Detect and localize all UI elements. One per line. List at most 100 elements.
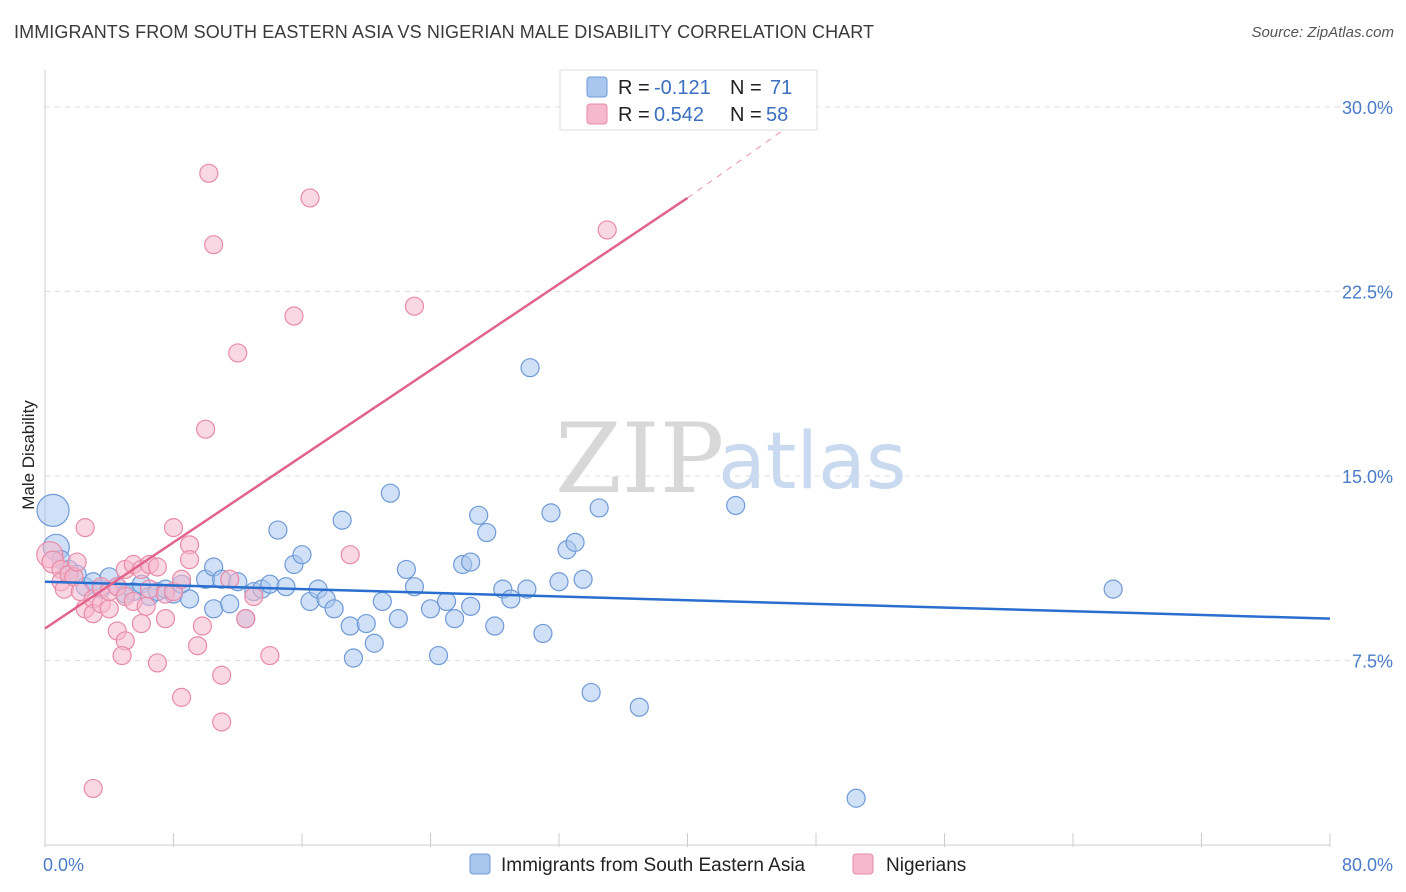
watermark-atlas: atlas (718, 417, 907, 507)
point-blue (420, 599, 441, 619)
grid-lines (45, 106, 1392, 661)
point-blue (533, 623, 553, 644)
point-blue (501, 589, 521, 609)
point-pink (187, 636, 208, 656)
point-blue (517, 579, 537, 599)
point-blue (292, 545, 312, 565)
point-blue (343, 648, 363, 668)
point-blue (520, 358, 540, 378)
x-tick-label: 80.0% (1342, 855, 1393, 875)
point-blue (428, 645, 449, 666)
point-blue (461, 552, 481, 572)
trend-lines (44, 106, 1331, 630)
axes (44, 70, 1331, 847)
point-blue (573, 569, 593, 589)
point-pink (163, 518, 184, 538)
point-pink (131, 613, 151, 634)
point-pink (300, 188, 320, 208)
y-tick-label: 22.5% (1342, 282, 1393, 302)
point-pink (67, 552, 87, 572)
y-axis-label: Male Disability (19, 400, 38, 510)
y-tick-labels: 7.5% 15.0% 22.5% 30.0% (1342, 98, 1393, 672)
point-blue (204, 599, 224, 619)
point-pink (147, 653, 168, 673)
point-blue (589, 498, 609, 518)
point-pink (340, 545, 360, 565)
watermark-zip: ZIP (555, 403, 724, 515)
point-pink (204, 235, 224, 255)
point-pink (284, 306, 304, 326)
point-blue (726, 495, 746, 516)
point-pink (220, 569, 240, 589)
legend-n-value-blue: 71 (770, 77, 792, 99)
legend-r-label-blue: R = (618, 77, 650, 99)
point-blue (581, 682, 601, 703)
point-blue (444, 609, 465, 629)
legend-r-value-blue: -0.121 (654, 77, 711, 99)
point-blue (388, 609, 408, 629)
point-blue (324, 599, 344, 619)
point-pink (75, 518, 95, 538)
legend-swatch-pink (586, 103, 608, 125)
point-blue (846, 788, 866, 808)
point-blue (541, 503, 561, 523)
point-pink (236, 609, 256, 629)
point-pink (136, 596, 156, 616)
point-blue (565, 532, 585, 552)
legend-swatch-blue (586, 76, 608, 98)
point-pink (99, 599, 119, 619)
point-blue (268, 520, 288, 540)
legend-r-label-pink: R = (618, 104, 650, 126)
point-pink (212, 665, 232, 685)
legend-n-label-blue: N = (730, 77, 762, 99)
point-blue (356, 613, 376, 634)
point-blue (372, 591, 392, 612)
trend-line-pink-extension (687, 106, 817, 199)
point-pink (139, 579, 160, 599)
point-pink (192, 616, 213, 636)
point-blue (260, 574, 280, 594)
point-blue (461, 596, 481, 616)
bottom-legend-label-blue: Immigrants from South Eastern Asia (501, 855, 806, 876)
point-blue (1103, 579, 1123, 599)
point-pink (179, 550, 200, 570)
bottom-legend-swatch-blue (469, 853, 491, 875)
point-blue (485, 616, 505, 636)
legend-n-value-pink: 58 (766, 104, 788, 126)
point-pink (260, 645, 280, 666)
point-blue (340, 616, 360, 636)
x-tick-label: 0.0% (43, 855, 84, 875)
point-blue (36, 493, 70, 527)
point-pink (228, 343, 248, 363)
legend-r-value-pink: 0.542 (654, 104, 704, 126)
trend-line-blue (44, 580, 1331, 620)
point-pink (212, 712, 232, 732)
bottom-legend: Immigrants from South Eastern Asia Niger… (469, 853, 966, 876)
point-blue (220, 594, 240, 614)
point-blue (364, 633, 384, 653)
point-pink (597, 220, 617, 240)
point-pink (244, 586, 264, 607)
point-pink (171, 569, 192, 589)
point-blue (629, 697, 649, 717)
bottom-legend-label-pink: Nigerians (886, 855, 966, 876)
x-tick-labels: 0.0% 80.0% (43, 855, 1393, 875)
bottom-legend-swatch-pink (852, 853, 874, 875)
source-credit: Source: ZipAtlas.com (1251, 24, 1394, 41)
trend-line-pink (44, 196, 689, 630)
y-tick-label: 15.0% (1342, 467, 1393, 487)
data-points (36, 163, 1123, 808)
point-blue (179, 589, 200, 609)
legend-box: R = -0.121 N = 71 R = 0.542 N = 58 (559, 69, 818, 131)
point-blue (380, 483, 400, 503)
point-blue (549, 572, 569, 592)
point-pink (147, 557, 168, 577)
point-pink (196, 419, 216, 439)
point-pink (155, 609, 176, 629)
point-pink (112, 645, 132, 666)
point-pink (199, 163, 219, 183)
point-blue (276, 577, 296, 597)
y-tick-label: 30.0% (1342, 98, 1393, 118)
chart-title: IMMIGRANTS FROM SOUTH EASTERN ASIA VS NI… (14, 22, 875, 42)
